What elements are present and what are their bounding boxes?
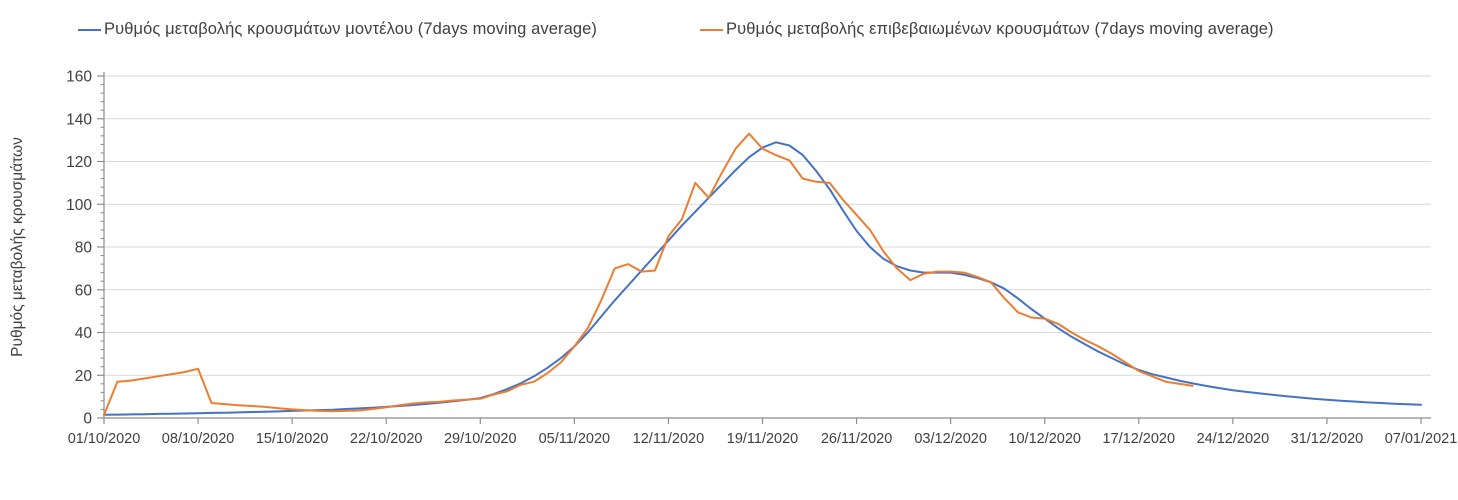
x-axis-tick-label: 31/12/2020 bbox=[1291, 431, 1364, 447]
x-axis-tick-label: 03/12/2020 bbox=[914, 431, 987, 447]
y-axis-tick-label: 140 bbox=[66, 111, 92, 128]
y-axis-tick-label: 160 bbox=[66, 69, 92, 86]
x-axis-tick-label: 05/11/2020 bbox=[539, 431, 611, 447]
chart-legend: Ρυθμός μεταβολής κρουσμάτων μοντέλου (7d… bbox=[0, 20, 1458, 44]
x-axis-tick-label: 12/11/2020 bbox=[633, 431, 705, 447]
x-axis-tick-label: 19/11/2020 bbox=[727, 431, 799, 447]
x-axis-tick-label: 24/12/2020 bbox=[1197, 431, 1270, 447]
y-axis-tick-label: 120 bbox=[66, 154, 92, 171]
y-axis-tick-label: 60 bbox=[75, 282, 93, 299]
y-axis-tick-label: 40 bbox=[75, 325, 93, 342]
x-axis-tick-label: 01/10/2020 bbox=[68, 431, 141, 447]
confirmed-series-swatch-icon bbox=[700, 28, 723, 31]
x-axis-tick-label: 08/10/2020 bbox=[162, 431, 235, 447]
legend-label-confirmed: Ρυθμός μεταβολής επιβεβαιωμένων κρουσμάτ… bbox=[726, 20, 1274, 38]
confirmed-series-line bbox=[103, 132, 1194, 416]
x-axis-tick-label: 26/11/2020 bbox=[821, 431, 893, 447]
y-axis-tick-label: 20 bbox=[75, 368, 93, 385]
y-axis-title: Ρυθμός μεταβολής κρουσμάτων bbox=[9, 137, 26, 357]
y-axis-tick-label: 0 bbox=[83, 411, 92, 428]
legend-item-model: Ρυθμός μεταβολής κρουσμάτων μοντέλου (7d… bbox=[78, 20, 597, 39]
x-axis-tick-label: 17/12/2020 bbox=[1102, 431, 1175, 447]
x-axis-tick-label: 15/10/2020 bbox=[256, 431, 329, 447]
x-axis-tick-label: 29/10/2020 bbox=[444, 431, 517, 447]
legend-label-model: Ρυθμός μεταβολής κρουσμάτων μοντέλου (7d… bbox=[104, 20, 597, 38]
y-axis-tick-label: 80 bbox=[75, 240, 93, 257]
model-series-swatch-icon bbox=[78, 28, 101, 31]
x-axis-tick-label: 10/12/2020 bbox=[1008, 431, 1081, 447]
x-axis-tick-label: 07/01/2021 bbox=[1385, 431, 1458, 447]
legend-item-confirmed: Ρυθμός μεταβολής επιβεβαιωμένων κρουσμάτ… bbox=[700, 20, 1274, 39]
model-series-line bbox=[103, 141, 1422, 416]
x-axis-tick-label: 22/10/2020 bbox=[350, 431, 423, 447]
y-axis-tick-label: 100 bbox=[66, 197, 92, 214]
